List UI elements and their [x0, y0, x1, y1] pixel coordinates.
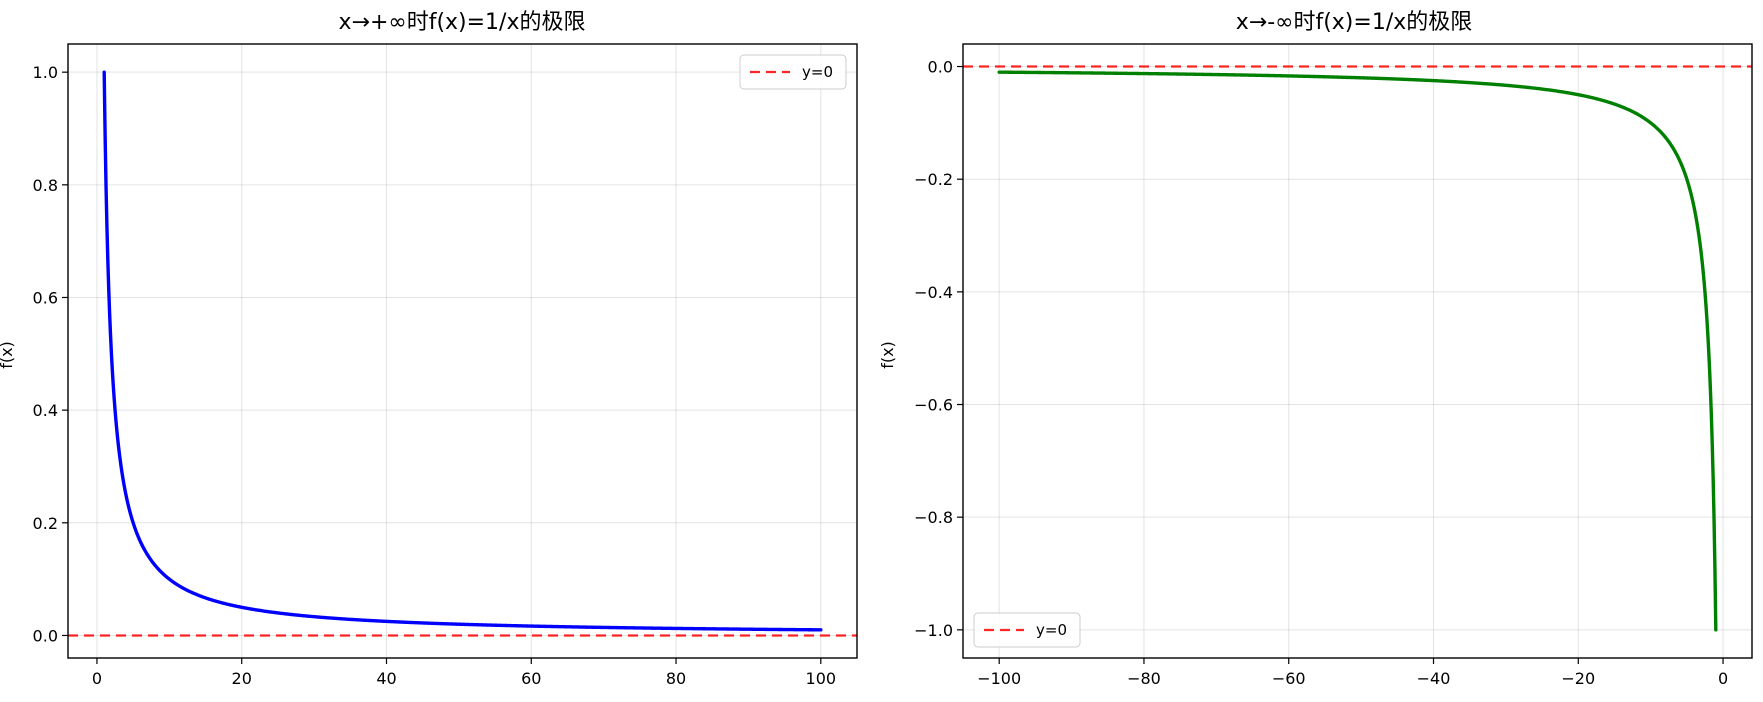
plot-frame — [67, 43, 858, 659]
y-tick-label: −1.0 — [914, 621, 953, 640]
ticks: −100 −80 −60 −40 −20 0 0.0 −0.2 −0.4 −0.6 −0.8 −1.0 — [914, 58, 1728, 688]
legend: y=0 — [973, 612, 1081, 648]
series-line-1-over-x — [102, 70, 823, 632]
y-tick-label: −0.4 — [914, 283, 953, 302]
plot-frame — [962, 43, 1753, 659]
legend: y=0 — [739, 54, 847, 90]
y-tick-label: 0.0 — [33, 626, 58, 645]
y-tick-label: 0.4 — [33, 401, 58, 420]
x-tick-label: 0 — [92, 669, 102, 688]
chart-title: x→-∞时f(x)=1/x的极限 — [1236, 10, 1473, 35]
grid — [963, 44, 1752, 658]
x-tick-label: 80 — [666, 669, 686, 688]
chart-title: x→+∞时f(x)=1/x的极限 — [338, 10, 585, 35]
y-tick-label: 0.0 — [928, 58, 953, 77]
legend-box — [739, 54, 847, 90]
legend-label: y=0 — [802, 63, 833, 81]
y-tick-label: −0.2 — [914, 170, 953, 189]
chart-negative-infinity: x→-∞时f(x)=1/x的极限 f(x) −100 −80 −60 −40 −20 0 0… — [878, 10, 1753, 688]
y-tick-label: 0.6 — [33, 288, 58, 307]
y-tick-label: 0.8 — [33, 176, 58, 195]
ticks: 0 20 40 60 80 100 0.0 0.2 0.4 0.6 0.8 1.0 — [33, 63, 837, 688]
y-tick-label: 1.0 — [33, 63, 58, 82]
series — [102, 70, 823, 632]
x-tick-label: −20 — [1561, 669, 1595, 688]
series-line-1-over-x — [997, 70, 1718, 632]
x-tick-label: −40 — [1417, 669, 1451, 688]
x-tick-label: −60 — [1272, 669, 1306, 688]
grid — [68, 44, 857, 658]
x-tick-label: 60 — [521, 669, 541, 688]
y-tick-label: −0.8 — [914, 508, 953, 527]
x-tick-label: −100 — [977, 669, 1021, 688]
y-tick-label: 0.2 — [33, 514, 58, 533]
legend-box — [973, 612, 1081, 648]
legend-label: y=0 — [1036, 621, 1067, 639]
x-tick-label: 0 — [1718, 669, 1728, 688]
x-tick-label: 20 — [232, 669, 252, 688]
y-tick-label: −0.6 — [914, 396, 953, 415]
x-tick-label: 100 — [806, 669, 837, 688]
y-axis-label: f(x) — [0, 341, 16, 369]
x-tick-label: 40 — [376, 669, 396, 688]
series — [997, 70, 1718, 632]
y-axis-label: f(x) — [878, 341, 897, 369]
x-tick-label: −80 — [1127, 669, 1161, 688]
chart-positive-infinity: x→+∞时f(x)=1/x的极限 f(x) 0 20 40 60 80 100 0.0 0.2… — [0, 10, 858, 688]
